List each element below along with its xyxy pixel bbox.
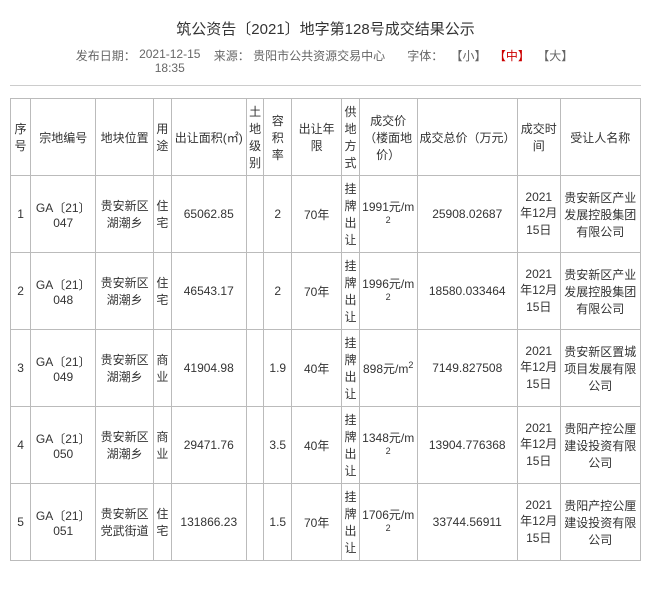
table-row: 2GA〔21〕048贵安新区湖潮乡住宅46543.17270年挂牌出让1996元…	[11, 253, 641, 330]
col-code: 宗地编号	[31, 99, 96, 176]
cell-far: 1.9	[264, 330, 292, 407]
cell-supply: 挂牌出让	[342, 176, 360, 253]
cell-code: GA〔21〕051	[31, 484, 96, 561]
cell-buyer: 贵阳产控公厘建设投资有限公司	[560, 407, 640, 484]
col-buyer: 受让人名称	[560, 99, 640, 176]
cell-use: 住宅	[154, 484, 172, 561]
cell-use: 住宅	[154, 176, 172, 253]
font-small-link[interactable]: 【小】	[451, 49, 487, 63]
pub-date-block: 2021-12-15 18:35	[139, 47, 200, 75]
cell-term: 70年	[292, 484, 342, 561]
cell-time: 2021年12月15日	[517, 330, 560, 407]
table-row: 5GA〔21〕051贵安新区党武街道住宅131866.23 1.570年挂牌出让1…	[11, 484, 641, 561]
cell-grade	[246, 330, 264, 407]
col-total: 成交总价（万元）	[417, 99, 517, 176]
cell-term: 70年	[292, 176, 342, 253]
cell-price: 898元/m2	[359, 330, 417, 407]
cell-price: 1706元/m2	[359, 484, 417, 561]
cell-buyer: 贵阳产控公厘建设投资有限公司	[560, 484, 640, 561]
table-row: 4GA〔21〕050贵安新区湖潮乡商业29471.76 3.540年挂牌出让134…	[11, 407, 641, 484]
font-label: 字体：	[407, 49, 443, 63]
table-row: 3GA〔21〕049贵安新区湖潮乡商业41904.98 1.940年挂牌出让898…	[11, 330, 641, 407]
cell-term: 70年	[292, 253, 342, 330]
page-title: 筑公资告〔2021〕地字第128号成交结果公示	[10, 10, 641, 47]
cell-time: 2021年12月15日	[517, 253, 560, 330]
cell-area: 131866.23	[171, 484, 246, 561]
cell-far: 3.5	[264, 407, 292, 484]
cell-total: 7149.827508	[417, 330, 517, 407]
cell-loc: 贵安新区湖潮乡	[96, 330, 154, 407]
col-grade: 土地级别	[246, 99, 264, 176]
pub-time: 18:35	[155, 61, 185, 75]
cell-loc: 贵安新区党武街道	[96, 484, 154, 561]
cell-supply: 挂牌出让	[342, 330, 360, 407]
cell-use: 商业	[154, 407, 172, 484]
cell-total: 25908.02687	[417, 176, 517, 253]
cell-total: 13904.776368	[417, 407, 517, 484]
cell-supply: 挂牌出让	[342, 253, 360, 330]
source-value: 贵阳市公共资源交易中心	[253, 49, 385, 63]
col-time: 成交时间	[517, 99, 560, 176]
col-price: 成交价（楼面地价）	[359, 99, 417, 176]
cell-seq: 3	[11, 330, 31, 407]
pub-date: 2021-12-15	[139, 47, 200, 61]
cell-time: 2021年12月15日	[517, 484, 560, 561]
col-area: 出让面积(㎡)	[171, 99, 246, 176]
col-far: 容积率	[264, 99, 292, 176]
cell-seq: 4	[11, 407, 31, 484]
col-term: 出让年限	[292, 99, 342, 176]
cell-area: 65062.85	[171, 176, 246, 253]
cell-buyer: 贵安新区产业发展控股集团有限公司	[560, 176, 640, 253]
cell-seq: 1	[11, 176, 31, 253]
cell-grade	[246, 176, 264, 253]
table-row: 1GA〔21〕047贵安新区湖潮乡住宅65062.85270年挂牌出让1991元…	[11, 176, 641, 253]
cell-supply: 挂牌出让	[342, 484, 360, 561]
source-label: 来源：	[214, 49, 250, 63]
cell-far: 1.5	[264, 484, 292, 561]
cell-loc: 贵安新区湖潮乡	[96, 176, 154, 253]
cell-seq: 5	[11, 484, 31, 561]
cell-price: 1991元/m2	[359, 176, 417, 253]
col-supply: 供地方式	[342, 99, 360, 176]
meta-row: 发布日期： 2021-12-15 18:35 来源： 贵阳市公共资源交易中心 字…	[10, 47, 641, 86]
table-header-row: 序号 宗地编号 地块位置 用途 出让面积(㎡) 土地级别 容积率 出让年限 供地…	[11, 99, 641, 176]
cell-term: 40年	[292, 330, 342, 407]
cell-code: GA〔21〕048	[31, 253, 96, 330]
cell-time: 2021年12月15日	[517, 176, 560, 253]
pub-label: 发布日期：	[76, 49, 136, 63]
cell-code: GA〔21〕050	[31, 407, 96, 484]
cell-code: GA〔21〕049	[31, 330, 96, 407]
cell-total: 33744.56911	[417, 484, 517, 561]
cell-price: 1996元/m2	[359, 253, 417, 330]
cell-term: 40年	[292, 407, 342, 484]
cell-area: 29471.76	[171, 407, 246, 484]
cell-loc: 贵安新区湖潮乡	[96, 407, 154, 484]
col-use: 用途	[154, 99, 172, 176]
cell-seq: 2	[11, 253, 31, 330]
land-results-table: 序号 宗地编号 地块位置 用途 出让面积(㎡) 土地级别 容积率 出让年限 供地…	[10, 98, 641, 561]
col-seq: 序号	[11, 99, 31, 176]
font-large-link[interactable]: 【大】	[537, 49, 573, 63]
cell-code: GA〔21〕047	[31, 176, 96, 253]
cell-supply: 挂牌出让	[342, 407, 360, 484]
cell-loc: 贵安新区湖潮乡	[96, 253, 154, 330]
cell-grade	[246, 253, 264, 330]
cell-area: 46543.17	[171, 253, 246, 330]
cell-use: 住宅	[154, 253, 172, 330]
cell-buyer: 贵安新区置城项目发展有限公司	[560, 330, 640, 407]
cell-buyer: 贵安新区产业发展控股集团有限公司	[560, 253, 640, 330]
font-mid-link[interactable]: 【中】	[494, 49, 530, 63]
cell-time: 2021年12月15日	[517, 407, 560, 484]
cell-area: 41904.98	[171, 330, 246, 407]
cell-price: 1348元/m2	[359, 407, 417, 484]
cell-total: 18580.033464	[417, 253, 517, 330]
cell-grade	[246, 407, 264, 484]
font-options: 字体： 【小】 【中】 【大】	[405, 49, 575, 63]
cell-far: 2	[264, 176, 292, 253]
col-loc: 地块位置	[96, 99, 154, 176]
cell-use: 商业	[154, 330, 172, 407]
cell-far: 2	[264, 253, 292, 330]
cell-grade	[246, 484, 264, 561]
